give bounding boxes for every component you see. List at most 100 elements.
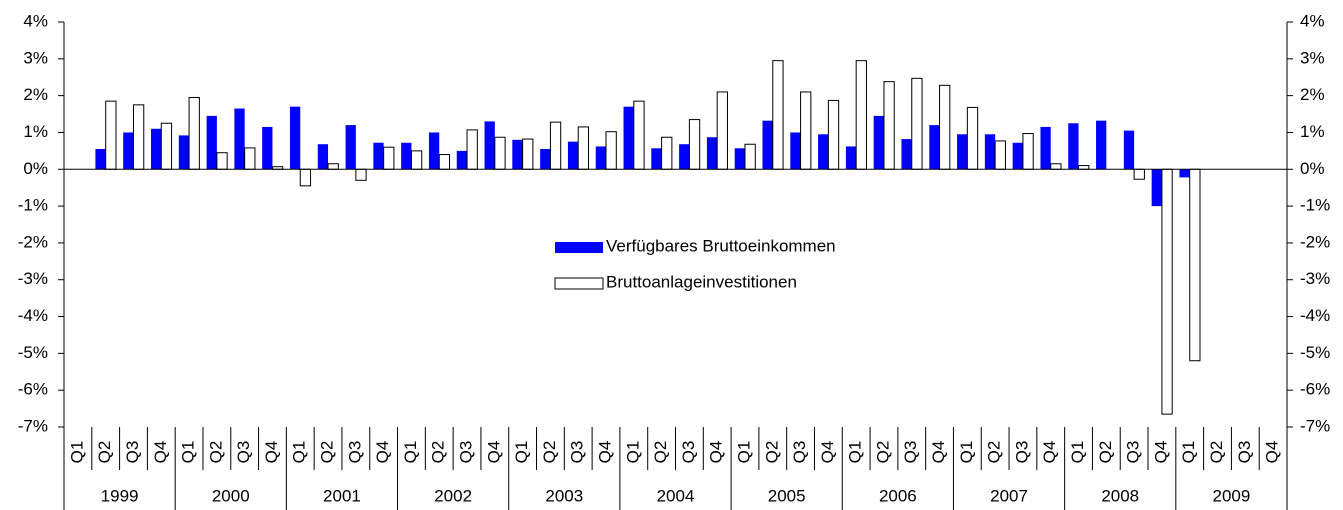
x-tick-label: Q4 [1263, 441, 1282, 464]
bar [1151, 169, 1162, 207]
bar [95, 149, 106, 170]
y-tick-label: -4% [18, 306, 48, 325]
legend-swatch [555, 242, 603, 253]
y2-tick-label: 2% [1300, 85, 1325, 104]
bar [883, 81, 895, 170]
x-tick-label: Q3 [234, 441, 253, 464]
x-tick-label: Q4 [373, 441, 392, 464]
year-label: 2005 [768, 486, 806, 505]
y2-tick-label: -1% [1300, 196, 1330, 215]
x-tick-label: Q3 [1012, 441, 1031, 464]
bar [234, 108, 245, 170]
bar [373, 142, 384, 170]
year-label: 2001 [323, 486, 361, 505]
bar [484, 121, 495, 170]
y-tick-label: -6% [18, 380, 48, 399]
bar [438, 154, 451, 170]
bar [939, 84, 951, 170]
bar [911, 77, 923, 170]
x-tick-label: Q1 [1068, 441, 1087, 464]
bar [595, 146, 607, 170]
bar [123, 132, 134, 170]
y-tick-label: -1% [18, 196, 48, 215]
x-tick-label: Q1 [401, 441, 420, 464]
x-tick-label: Q2 [762, 441, 781, 464]
bar [244, 147, 256, 170]
bar [522, 138, 534, 170]
bar [345, 125, 356, 170]
x-tick-label: Q1 [512, 441, 531, 464]
bar [549, 121, 562, 170]
legend-label: Verfügbares Bruttoeinkommen [606, 236, 836, 255]
legend-swatch [554, 277, 604, 290]
x-tick-label: Q2 [873, 441, 892, 464]
x-tick-label: Q3 [568, 441, 587, 464]
year-label: 2007 [990, 486, 1028, 505]
bar [744, 143, 756, 170]
bar [410, 150, 423, 170]
y-tick-label: -5% [18, 343, 48, 362]
x-tick-label: Q3 [345, 441, 364, 464]
x-tick-label: Q2 [1096, 441, 1115, 464]
year-label: 2006 [879, 486, 917, 505]
bar [160, 122, 173, 170]
bar [929, 125, 940, 170]
bar [706, 137, 718, 170]
x-tick-label: Q3 [790, 441, 809, 464]
x-tick-label: Q2 [95, 441, 114, 464]
x-tick-label: Q1 [179, 441, 198, 464]
year-label: 1999 [101, 486, 139, 505]
x-tick-label: Q1 [67, 441, 86, 464]
bar [623, 106, 634, 170]
x-tick-label: Q3 [1124, 441, 1143, 464]
bar [355, 168, 367, 181]
bar [540, 149, 551, 170]
bar [994, 140, 1006, 170]
bar [383, 146, 395, 170]
bar [317, 144, 329, 170]
x-tick-label: Q1 [623, 441, 642, 464]
x-tick-label: Q2 [985, 441, 1004, 464]
x-tick-label: Q4 [1040, 441, 1059, 464]
year-label: 2003 [545, 486, 583, 505]
bar [1078, 165, 1090, 170]
bar [651, 148, 662, 170]
y2-tick-label: 4% [1300, 11, 1325, 30]
y2-tick-label: 3% [1300, 48, 1325, 67]
bar [1022, 133, 1034, 170]
year-label: 2009 [1212, 486, 1250, 505]
bar [188, 96, 200, 170]
bar [1040, 126, 1051, 170]
bar [1050, 163, 1062, 170]
y-tick-label: 1% [23, 122, 48, 141]
bar [957, 134, 968, 170]
bar [178, 135, 190, 170]
bar [661, 136, 673, 170]
bar [845, 146, 857, 170]
x-tick-label: Q2 [651, 441, 670, 464]
x-tick-label: Q4 [484, 441, 503, 464]
x-tick-label: Q2 [540, 441, 559, 464]
y2-tick-label: -3% [1300, 269, 1330, 288]
bar [299, 168, 312, 187]
x-tick-label: Q2 [318, 441, 337, 464]
y-tick-label: -3% [18, 269, 48, 288]
y2-tick-label: -5% [1300, 343, 1330, 362]
x-tick-label: Q4 [595, 441, 614, 464]
y2-tick-label: -7% [1300, 416, 1330, 435]
bar [605, 131, 617, 170]
y-tick-label: -7% [18, 416, 48, 435]
bar [512, 139, 523, 170]
x-tick-label: Q1 [290, 441, 309, 464]
bar [772, 60, 784, 170]
x-tick-label: Q3 [457, 441, 476, 464]
bar [456, 150, 468, 170]
bar [105, 100, 117, 170]
bar [901, 139, 912, 170]
x-tick-label: Q2 [429, 441, 448, 464]
x-tick-label: Q4 [929, 441, 948, 464]
x-tick-label: Q4 [262, 441, 281, 464]
x-tick-label: Q2 [1207, 441, 1226, 464]
bar [827, 99, 840, 170]
